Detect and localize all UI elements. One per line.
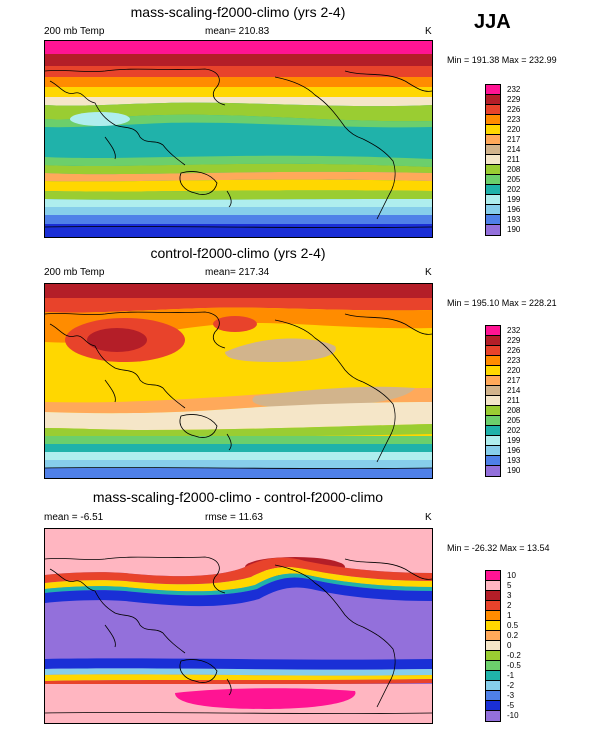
legend-label: 226 xyxy=(507,105,521,114)
legend-label: 3 xyxy=(507,591,512,600)
panel2-mean-label: mean= 217.34 xyxy=(205,267,270,278)
legend-label: 205 xyxy=(507,175,521,184)
legend-label: 211 xyxy=(507,155,520,164)
panel2-title: control-f2000-climo (yrs 2-4) xyxy=(150,245,326,261)
legend-label: -0.5 xyxy=(507,661,521,670)
legend-label: 229 xyxy=(507,95,521,104)
panel3-minmax: Min = -26.32 Max = 13.54 xyxy=(447,543,550,553)
legend-swatch xyxy=(485,465,501,477)
panel3-rmse-label: rmse = 11.63 xyxy=(205,512,263,523)
legend-label: 214 xyxy=(507,145,521,154)
legend-label: 223 xyxy=(507,356,521,365)
panel3-coastlines xyxy=(45,556,432,714)
legend-label: -0.2 xyxy=(507,651,521,660)
legend-label: 202 xyxy=(507,185,521,194)
panel1-variable-label: 200 mb Temp xyxy=(44,26,105,37)
panel2-map xyxy=(44,283,433,479)
legend-label: 205 xyxy=(507,416,521,425)
legend-label: 220 xyxy=(507,366,521,375)
panel3-mean-label: mean = -6.51 xyxy=(44,512,104,523)
legend-label: 196 xyxy=(507,205,521,214)
panel3-map xyxy=(44,528,433,724)
legend-label: 220 xyxy=(507,125,521,134)
panel3-field xyxy=(45,529,432,723)
legend-label: 0.5 xyxy=(507,621,519,630)
legend-label: 208 xyxy=(507,406,521,415)
panel1-minmax: Min = 191.38 Max = 232.99 xyxy=(447,55,557,65)
legend-label: 196 xyxy=(507,446,521,455)
legend-label: 214 xyxy=(507,386,521,395)
legend-label: 10 xyxy=(507,571,516,580)
panel2-coastlines xyxy=(45,311,432,469)
legend-label: 202 xyxy=(507,426,521,435)
legend-swatch xyxy=(485,710,501,722)
legend-label: 199 xyxy=(507,195,521,204)
legend-label: -5 xyxy=(507,701,515,710)
legend-label: -10 xyxy=(507,711,519,720)
panel1-map xyxy=(44,40,433,238)
legend-label: 0 xyxy=(507,641,512,650)
panel1-units-label: K xyxy=(425,26,432,37)
legend-label: 217 xyxy=(507,376,521,385)
legend-label: -1 xyxy=(507,671,515,680)
legend-label: 232 xyxy=(507,85,521,94)
legend-label: 0.2 xyxy=(507,631,519,640)
panel1-coastlines xyxy=(45,68,432,228)
legend-swatch xyxy=(485,224,501,236)
panel3-title: mass-scaling-f2000-climo - control-f2000… xyxy=(92,489,384,505)
legend-label: -3 xyxy=(507,691,515,700)
legend-label: 232 xyxy=(507,326,521,335)
panel2-minmax: Min = 195.10 Max = 228.21 xyxy=(447,298,557,308)
panel2-field xyxy=(45,284,432,478)
legend-label: 2 xyxy=(507,601,512,610)
season-label: JJA xyxy=(474,11,511,33)
panel1-title: mass-scaling-f2000-climo (yrs 2-4) xyxy=(130,4,346,20)
legend-label: 193 xyxy=(507,456,521,465)
legend-label: 1 xyxy=(507,611,512,620)
legend-label: 211 xyxy=(507,396,520,405)
legend-label: 199 xyxy=(507,436,521,445)
legend-label: 223 xyxy=(507,115,521,124)
panel2-variable-label: 200 mb Temp xyxy=(44,267,105,278)
legend-label: 190 xyxy=(507,466,521,475)
legend-label: 208 xyxy=(507,165,521,174)
legend-label: 217 xyxy=(507,135,521,144)
legend-label: -2 xyxy=(507,681,515,690)
legend-label: 5 xyxy=(507,581,512,590)
legend-label: 226 xyxy=(507,346,521,355)
panel1-mean-label: mean= 210.83 xyxy=(205,26,270,37)
legend-label: 190 xyxy=(507,225,521,234)
panel1-field xyxy=(45,41,432,237)
panel3-units-label: K xyxy=(425,512,432,523)
panel2-units-label: K xyxy=(425,267,432,278)
legend-label: 229 xyxy=(507,336,521,345)
legend-label: 193 xyxy=(507,215,521,224)
